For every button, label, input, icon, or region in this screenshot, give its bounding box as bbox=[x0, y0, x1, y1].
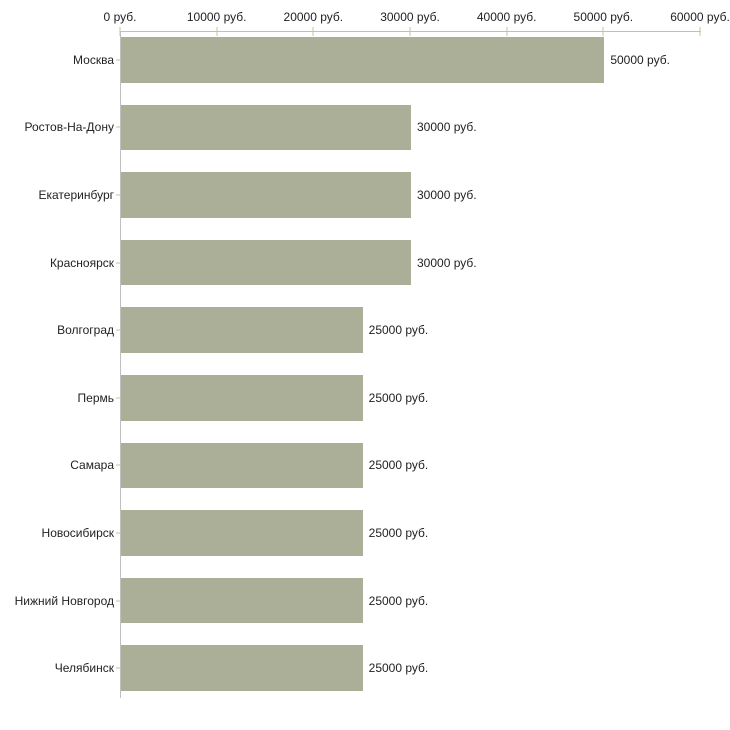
y-axis-line bbox=[120, 31, 121, 698]
value-label: 30000 руб. bbox=[417, 120, 477, 135]
bar bbox=[121, 442, 363, 489]
x-tick-label: 20000 руб. bbox=[283, 10, 344, 24]
category-label: Пермь bbox=[77, 390, 114, 405]
bar bbox=[121, 375, 363, 421]
bar bbox=[121, 37, 605, 83]
category-tick-mark bbox=[116, 599, 120, 602]
bar-row: Екатеринбург 30000 руб. bbox=[39, 172, 701, 218]
bar-row: Новосибирск 25000 руб. bbox=[42, 510, 701, 556]
x-axis-line bbox=[120, 31, 701, 32]
category-tick-mark bbox=[116, 531, 120, 534]
category-label: Ростов-На-Дону bbox=[24, 120, 114, 135]
value-label: 50000 руб. bbox=[610, 52, 670, 67]
category-tick-mark bbox=[116, 193, 120, 196]
bar bbox=[121, 577, 363, 624]
bar-row: Самара 25000 руб. bbox=[70, 442, 701, 489]
bar-row: Ростов-На-Дону 30000 руб. bbox=[25, 104, 701, 151]
category-label: Нижний Новгород bbox=[14, 593, 114, 608]
bar-row: Челябинск 25000 руб. bbox=[55, 645, 701, 691]
value-label: 25000 руб. bbox=[368, 593, 429, 608]
bar bbox=[121, 104, 411, 151]
x-tick-label: 0 руб. bbox=[103, 10, 137, 24]
category-tick-mark bbox=[116, 126, 120, 129]
bar-row: Москва 50000 руб. bbox=[73, 37, 701, 83]
category-label: Новосибирск bbox=[41, 525, 114, 540]
category-label: Красноярск bbox=[49, 255, 114, 270]
value-label: 25000 руб. bbox=[368, 525, 429, 540]
category-label: Волгоград bbox=[57, 323, 114, 338]
bar-row: Красноярск 30000 руб. bbox=[50, 239, 701, 286]
category-label: Челябинск bbox=[54, 661, 114, 676]
bar bbox=[121, 645, 363, 691]
bar bbox=[121, 510, 363, 556]
category-tick-mark bbox=[116, 464, 120, 467]
category-label: Самара bbox=[70, 458, 114, 473]
bar bbox=[121, 172, 411, 218]
bar bbox=[121, 307, 363, 353]
x-tick-label: 50000 руб. bbox=[573, 10, 634, 24]
value-label: 30000 руб. bbox=[417, 255, 477, 270]
category-label: Москва bbox=[73, 52, 114, 67]
category-tick-mark bbox=[116, 261, 120, 264]
bar-row: Нижний Новгород 25000 руб. bbox=[15, 577, 701, 624]
value-label: 25000 руб. bbox=[368, 390, 429, 405]
bar-row: Пермь 25000 руб. bbox=[78, 375, 701, 421]
category-label: Екатеринбург bbox=[38, 187, 115, 202]
bar-row: Волгоград 25000 руб. bbox=[57, 307, 701, 353]
bar bbox=[121, 239, 411, 286]
x-tick-label: 30000 руб. bbox=[380, 10, 440, 24]
category-tick-mark bbox=[116, 329, 120, 332]
x-tick-label: 60000 руб. bbox=[670, 10, 730, 24]
value-label: 25000 руб. bbox=[368, 661, 429, 676]
x-tick-label: 40000 руб. bbox=[476, 10, 537, 24]
category-tick-mark bbox=[116, 58, 120, 61]
value-label: 25000 руб. bbox=[368, 458, 429, 473]
x-tick-label: 10000 руб. bbox=[186, 10, 247, 24]
category-tick-mark bbox=[116, 667, 120, 670]
category-tick-mark bbox=[116, 396, 120, 399]
value-label: 30000 руб. bbox=[417, 187, 477, 202]
value-label: 25000 руб. bbox=[368, 323, 429, 338]
